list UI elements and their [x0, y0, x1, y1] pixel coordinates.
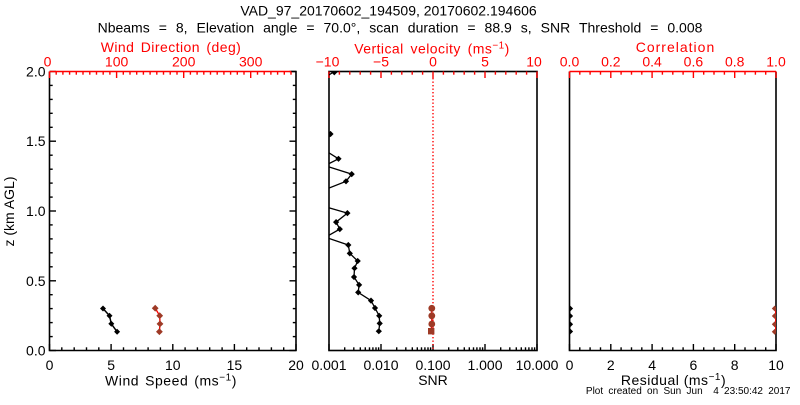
- svg-text:0.0: 0.0: [560, 54, 580, 70]
- svg-text:20: 20: [288, 357, 304, 373]
- svg-text:Wind Direction (deg): Wind Direction (deg): [101, 39, 242, 55]
- svg-text:Vertical velocity (ms−1): Vertical velocity (ms−1): [354, 41, 510, 57]
- svg-text:8: 8: [731, 357, 739, 373]
- svg-text:300: 300: [239, 54, 263, 70]
- svg-text:100: 100: [105, 54, 129, 70]
- svg-text:6: 6: [690, 357, 698, 373]
- svg-text:10.000: 10.000: [516, 357, 559, 373]
- svg-text:2: 2: [607, 357, 615, 373]
- svg-text:Plot created on Sun Jun 4 23:: Plot created on Sun Jun 4 23:50:42 2017: [586, 386, 791, 397]
- svg-text:2.0: 2.0: [26, 64, 46, 80]
- svg-text:0: 0: [566, 357, 574, 373]
- svg-text:10: 10: [768, 357, 784, 373]
- svg-text:15: 15: [227, 357, 243, 373]
- svg-text:0: 0: [429, 54, 437, 70]
- svg-text:0.010: 0.010: [363, 357, 398, 373]
- svg-text:Wind Speed (ms−1): Wind Speed (ms−1): [105, 373, 237, 389]
- svg-text:0.6: 0.6: [684, 54, 704, 70]
- svg-text:−10: −10: [316, 54, 340, 70]
- svg-text:Correlation: Correlation: [636, 39, 715, 55]
- svg-text:1.000: 1.000: [467, 357, 502, 373]
- svg-text:5: 5: [481, 54, 489, 70]
- svg-text:VAD_97_20170602_194509, 201706: VAD_97_20170602_194509, 20170602.194606: [240, 3, 537, 19]
- svg-text:z (km AGL): z (km AGL): [1, 176, 17, 246]
- svg-text:1.0: 1.0: [766, 54, 786, 70]
- svg-text:1.5: 1.5: [26, 133, 46, 149]
- svg-text:10: 10: [165, 357, 181, 373]
- svg-text:0.4: 0.4: [642, 54, 662, 70]
- svg-text:4: 4: [648, 357, 656, 373]
- svg-text:0: 0: [46, 357, 54, 373]
- svg-text:0.5: 0.5: [26, 273, 46, 289]
- svg-text:0.100: 0.100: [415, 357, 450, 373]
- svg-text:0.001: 0.001: [311, 357, 346, 373]
- svg-text:SNR: SNR: [418, 372, 448, 388]
- svg-text:0.2: 0.2: [601, 54, 621, 70]
- svg-text:0.8: 0.8: [725, 54, 745, 70]
- svg-text:0.0: 0.0: [26, 343, 46, 359]
- svg-text:0: 0: [44, 54, 52, 70]
- svg-text:1.0: 1.0: [26, 203, 46, 219]
- svg-text:200: 200: [172, 54, 196, 70]
- svg-text:5: 5: [107, 357, 115, 373]
- svg-text:−5: −5: [373, 54, 389, 70]
- svg-text:10: 10: [526, 54, 542, 70]
- svg-text:Nbeams = 8, Elevation angle =: Nbeams = 8, Elevation angle = 70.0°, sca…: [98, 20, 703, 36]
- svg-text:Residual (ms−1): Residual (ms−1): [621, 372, 726, 388]
